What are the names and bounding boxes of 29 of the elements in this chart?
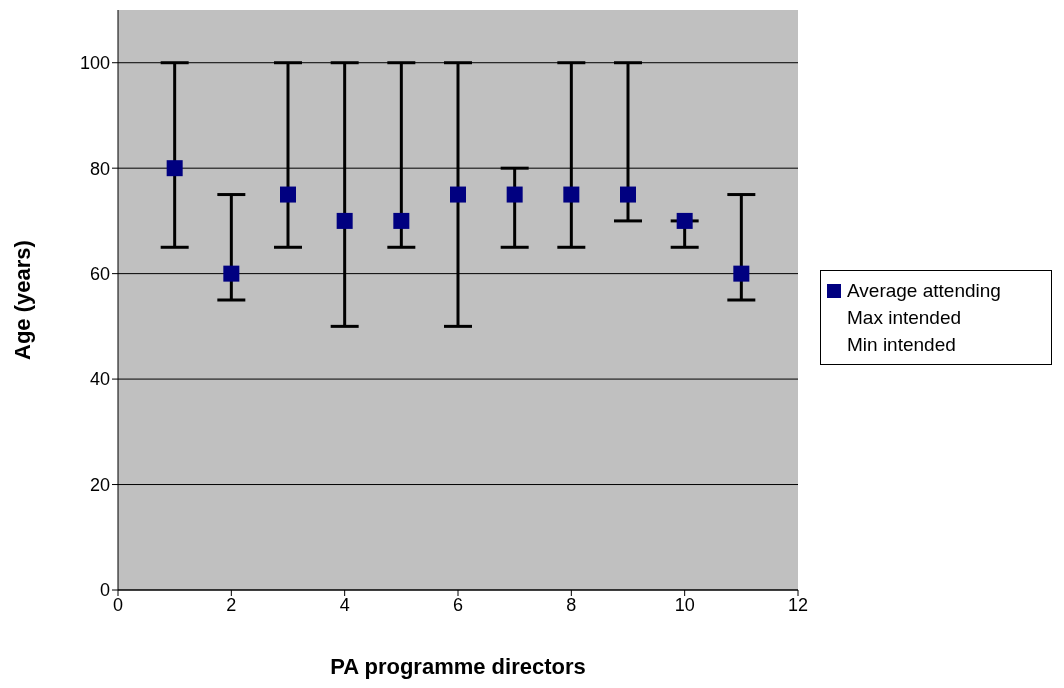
text: Min intended bbox=[846, 333, 957, 357]
x-tick-label: 6 bbox=[452, 594, 464, 615]
x-tick-label: 8 bbox=[566, 594, 577, 615]
point bbox=[280, 186, 296, 203]
y-tick-label: 40 bbox=[89, 369, 110, 390]
x-axis-title: PA programme directors bbox=[330, 654, 586, 679]
point bbox=[393, 212, 410, 229]
y-tick-label: 0 bbox=[99, 580, 110, 601]
point bbox=[223, 265, 240, 282]
point bbox=[733, 265, 750, 282]
y-tick-label: 100 bbox=[79, 53, 110, 74]
x-tick-label: 10 bbox=[674, 594, 695, 615]
legend-label: Average attending bbox=[847, 279, 1001, 303]
point bbox=[450, 186, 466, 203]
x-tick-label: 4 bbox=[339, 594, 350, 615]
x-tick-label: 2 bbox=[226, 594, 237, 615]
y-axis-title: Age (years) bbox=[9, 240, 35, 360]
text: Max intended bbox=[846, 306, 963, 330]
y-tick-label: 80 bbox=[89, 158, 110, 179]
y-tick-label: 20 bbox=[89, 474, 110, 495]
point bbox=[336, 212, 353, 229]
x-tick-label: 0 bbox=[112, 594, 124, 615]
point bbox=[676, 212, 693, 229]
point bbox=[620, 186, 636, 203]
point bbox=[563, 186, 580, 203]
y-tick-label: 60 bbox=[89, 264, 110, 285]
point bbox=[506, 186, 523, 203]
x-tick-label: 12 bbox=[787, 594, 809, 615]
point bbox=[166, 160, 183, 177]
